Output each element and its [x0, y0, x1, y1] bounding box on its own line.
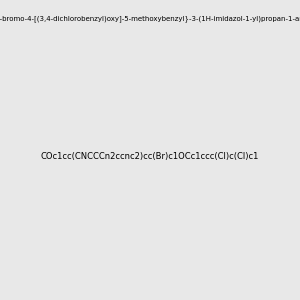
Text: COc1cc(CNCCCn2ccnc2)cc(Br)c1OCc1ccc(Cl)c(Cl)c1: COc1cc(CNCCCn2ccnc2)cc(Br)c1OCc1ccc(Cl)c…: [41, 152, 259, 161]
Title: N-{3-bromo-4-[(3,4-dichlorobenzyl)oxy]-5-methoxybenzyl}-3-(1H-imidazol-1-yl)prop: N-{3-bromo-4-[(3,4-dichlorobenzyl)oxy]-5…: [0, 15, 300, 22]
